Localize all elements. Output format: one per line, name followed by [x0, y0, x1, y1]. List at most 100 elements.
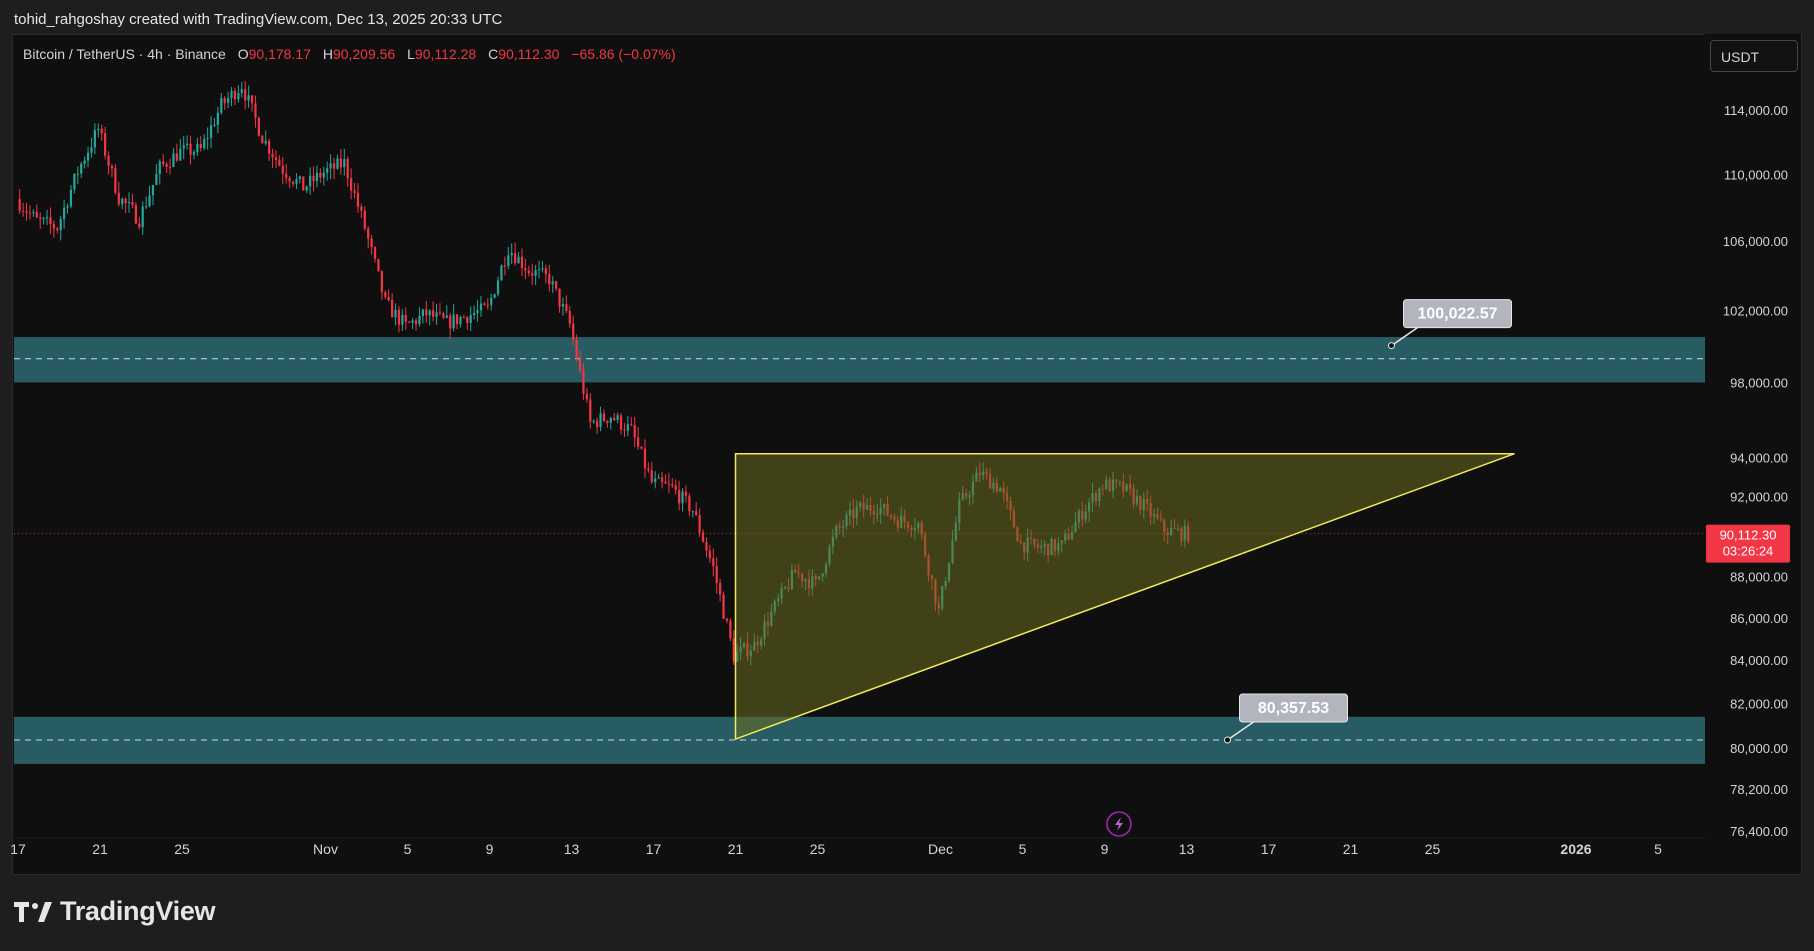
candle-body	[377, 258, 380, 271]
candle-body	[288, 178, 291, 182]
candle-body	[312, 175, 315, 182]
price-callout[interactable]	[1403, 299, 1512, 329]
candle-body	[42, 218, 45, 220]
candle-body	[131, 202, 134, 206]
candle-body	[213, 124, 216, 126]
candle-body	[616, 415, 619, 420]
y-tick-label: 84,000.00	[1730, 653, 1788, 668]
y-tick-label: 78,200.00	[1730, 782, 1788, 797]
candle-body	[681, 491, 684, 504]
last-price-badge	[1706, 524, 1790, 563]
candle-body	[240, 89, 243, 94]
last-price-label: 90,112.30	[1720, 528, 1777, 543]
candle-body	[237, 93, 240, 100]
candle-body	[555, 281, 558, 289]
x-tick-label: Nov	[313, 841, 338, 857]
candle-body	[192, 152, 196, 155]
change-value: −65.86 (−0.07%)	[571, 46, 676, 62]
candle-body	[503, 265, 506, 267]
x-tick-label: 13	[1179, 841, 1195, 857]
price-axis[interactable]	[1705, 34, 1801, 855]
candle-body	[493, 294, 496, 298]
y-tick-label: 80,000.00	[1730, 741, 1788, 756]
candle-body	[32, 212, 35, 214]
candle-body	[73, 173, 76, 190]
candle-body	[66, 206, 69, 208]
callout-anchor	[1388, 342, 1395, 350]
candle-body	[411, 320, 414, 323]
x-tick-label: 21	[1343, 841, 1359, 857]
y-tick-label: 82,000.00	[1730, 697, 1788, 712]
candle-body	[186, 143, 189, 146]
candle-body	[695, 511, 698, 516]
candle-body	[596, 420, 599, 428]
candle-body	[619, 415, 623, 430]
candle-body	[582, 369, 585, 394]
candle-body	[336, 158, 339, 169]
candle-body	[90, 147, 93, 153]
candle-body	[510, 253, 513, 256]
candle-body	[291, 181, 295, 184]
x-tick-label: 25	[810, 841, 826, 857]
candle-body	[104, 133, 107, 156]
candle-body	[715, 566, 718, 584]
candle-body	[496, 280, 500, 295]
candle-body	[93, 130, 96, 148]
candle-body	[469, 315, 472, 324]
lightning-icon[interactable]	[1106, 811, 1132, 837]
candle-body	[49, 217, 52, 225]
candle-body	[435, 312, 438, 317]
candle-body	[609, 417, 612, 423]
candle-body	[725, 618, 729, 621]
candle-body	[168, 166, 172, 168]
x-tick-label: 13	[564, 841, 580, 857]
symbol-label[interactable]: Bitcoin / TetherUS · 4h · Binance	[23, 46, 226, 62]
candle-body	[630, 424, 633, 426]
high-label: H	[322, 46, 333, 62]
price-callout[interactable]	[1239, 693, 1348, 723]
candle-body	[712, 558, 715, 567]
candle-body	[319, 172, 322, 178]
x-tick-label: 17	[10, 841, 26, 857]
candle-body	[261, 135, 264, 144]
candle-body	[83, 160, 86, 164]
candle-body	[701, 532, 705, 542]
ohlc-legend: Bitcoin / TetherUS · 4h · Binance O90,17…	[23, 46, 676, 62]
candle-body	[107, 155, 110, 166]
candle-body	[698, 515, 701, 533]
candle-body	[35, 212, 38, 218]
y-tick-label: 94,000.00	[1730, 451, 1788, 466]
candle-body	[206, 137, 209, 139]
candle-body	[298, 176, 301, 180]
candle-body	[544, 268, 547, 274]
callout-anchor	[1224, 736, 1231, 744]
brand[interactable]: TradingView	[14, 896, 216, 927]
candle-body	[343, 159, 346, 168]
callout-leader	[1227, 721, 1254, 741]
candle-body	[370, 238, 373, 248]
candle-body	[52, 224, 55, 229]
candle-body	[466, 317, 469, 324]
candle-body	[722, 594, 725, 619]
candle-body	[606, 420, 609, 423]
candle-body	[384, 292, 387, 297]
candle-body	[565, 304, 568, 311]
candle-body	[45, 217, 49, 219]
y-tick-label: 88,000.00	[1730, 569, 1788, 584]
candle-body	[391, 299, 394, 318]
candle-body	[633, 424, 636, 438]
candle-body	[151, 184, 155, 196]
candle-body	[520, 256, 524, 269]
candle-body	[76, 173, 79, 175]
candle-body	[531, 273, 534, 276]
price-callout-label: 100,022.57	[1417, 306, 1497, 323]
candle-body	[230, 90, 233, 99]
candle-body	[401, 315, 404, 325]
candle-body	[233, 90, 237, 100]
ascending-triangle[interactable]	[734, 452, 1515, 741]
y-tick-label: 76,400.00	[1730, 824, 1788, 839]
currency-selector[interactable]: USDT	[1710, 40, 1798, 72]
y-tick-label: 98,000.00	[1730, 375, 1788, 390]
y-tick-label: 92,000.00	[1730, 489, 1788, 504]
